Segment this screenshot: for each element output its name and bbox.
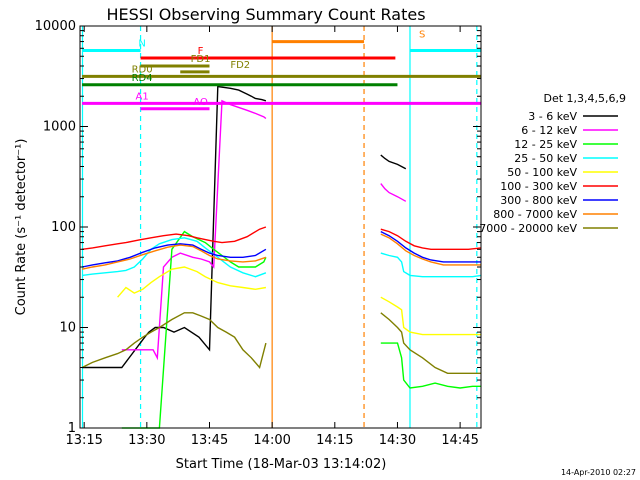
series-line-0 [82,85,267,369]
flag-label-ao: AO [193,97,208,108]
y-axis-label: Count Rate (s⁻¹ detector⁻¹) [14,139,29,316]
y-tick-label: 1000 [43,120,76,135]
flag-label-f: F [198,46,204,57]
x-tick-label: 13:15 [65,433,102,448]
legend-label: 6 - 12 keV [521,124,577,137]
flag-label-rd4: RD4 [132,73,153,84]
chart-title: HESSI Observing Summary Count Rates [106,5,425,24]
series-line-after-gap-2 [380,342,481,389]
series-line-after-gap-4 [380,296,481,336]
x-tick-label: 13:45 [191,433,228,448]
series-line-3 [82,237,267,278]
series-line-7 [81,244,267,270]
series-line-6 [81,243,267,268]
flag-label-n: N [138,39,145,50]
flag-label-fd2: FD2 [230,60,250,71]
x-tick-label: 13:30 [128,433,165,448]
x-tick-label: 14:45 [441,433,478,448]
legend-label: 3 - 6 keV [528,110,577,123]
series-line-5 [82,226,267,250]
legend-label: 300 - 800 keV [500,194,577,207]
series-line-after-gap-6 [380,230,481,263]
x-tick-label: 14:30 [379,433,416,448]
legend-label: 50 - 100 keV [507,166,577,179]
legend-label: 25 - 50 keV [514,152,577,165]
timestamp-footer: 14-Apr-2010 02:27 [561,468,636,477]
legend-label: 12 - 25 keV [514,138,577,151]
series-line-8 [81,312,267,369]
series-line-4 [117,266,267,298]
series-line-after-gap-7 [380,233,481,266]
y-tick-label: 10 [59,321,76,336]
x-axis-label: Start Time (18-Mar-03 13:14:02) [176,457,387,472]
series-line-after-gap-0 [380,154,407,170]
x-tick-label: 14:00 [253,433,290,448]
flag-label-a1: A1 [135,91,148,102]
legend-label: 800 - 7000 keV [493,208,577,221]
flag-label-rd0: RD0 [132,64,153,75]
series-line-after-gap-5 [380,228,482,250]
plot-frame [79,25,482,429]
y-tick-label: 1 [68,421,76,436]
y-tick-label: 10000 [35,19,76,34]
series-line-after-gap-1 [380,183,407,202]
flag-label-s: S [419,30,425,41]
series-line-after-gap-8 [380,312,481,374]
y-tick-label: 100 [51,220,76,235]
series-line-1 [121,99,267,361]
x-tick-label: 14:15 [316,433,353,448]
legend-label: 7000 - 20000 keV [479,222,577,235]
legend-label: 100 - 300 keV [500,180,577,193]
legend-title: Det 1,3,4,5,6,9 [543,92,626,105]
flag-label-fd1: FD1 [191,54,211,65]
series-line-after-gap-3 [380,252,482,278]
